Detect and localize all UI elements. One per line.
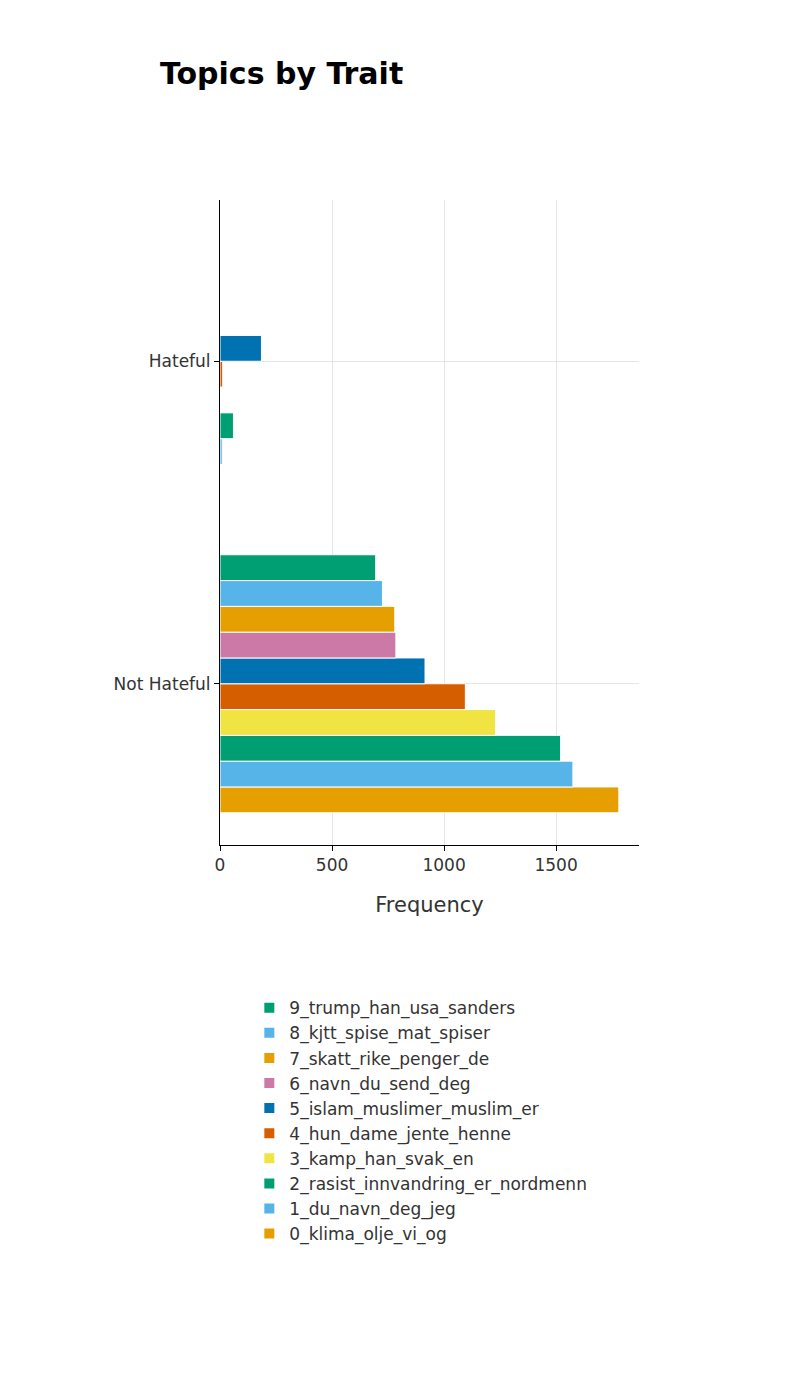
svg-text:500: 500	[316, 855, 348, 875]
svg-text:6_navn_du_send_deg: 6_navn_du_send_deg	[289, 1074, 470, 1095]
svg-text:Not Hateful: Not Hateful	[114, 674, 211, 694]
svg-text:5_islam_muslimer_muslim_er: 5_islam_muslimer_muslim_er	[289, 1099, 538, 1120]
svg-text:9_trump_han_usa_sanders: 9_trump_han_usa_sanders	[289, 998, 515, 1019]
svg-text:1000: 1000	[422, 855, 465, 875]
svg-text:3_kamp_han_svak_en: 3_kamp_han_svak_en	[289, 1149, 474, 1170]
svg-text:2_rasist_innvandring_er_nordme: 2_rasist_innvandring_er_nordmenn	[289, 1174, 587, 1195]
svg-text:1500: 1500	[534, 855, 577, 875]
svg-text:4_hun_dame_jente_henne: 4_hun_dame_jente_henne	[289, 1124, 511, 1145]
svg-text:0: 0	[215, 855, 226, 875]
svg-text:1_du_navn_deg_jeg: 1_du_navn_deg_jeg	[289, 1199, 455, 1220]
svg-text:0_klima_olje_vi_og: 0_klima_olje_vi_og	[289, 1224, 446, 1245]
svg-text:8_kjtt_spise_mat_spiser: 8_kjtt_spise_mat_spiser	[289, 1023, 490, 1044]
svg-text:Frequency: Frequency	[375, 893, 484, 917]
svg-text:Topics by Trait: Topics by Trait	[160, 56, 403, 91]
svg-text:Hateful: Hateful	[149, 351, 211, 371]
svg-text:7_skatt_rike_penger_de: 7_skatt_rike_penger_de	[289, 1049, 489, 1070]
